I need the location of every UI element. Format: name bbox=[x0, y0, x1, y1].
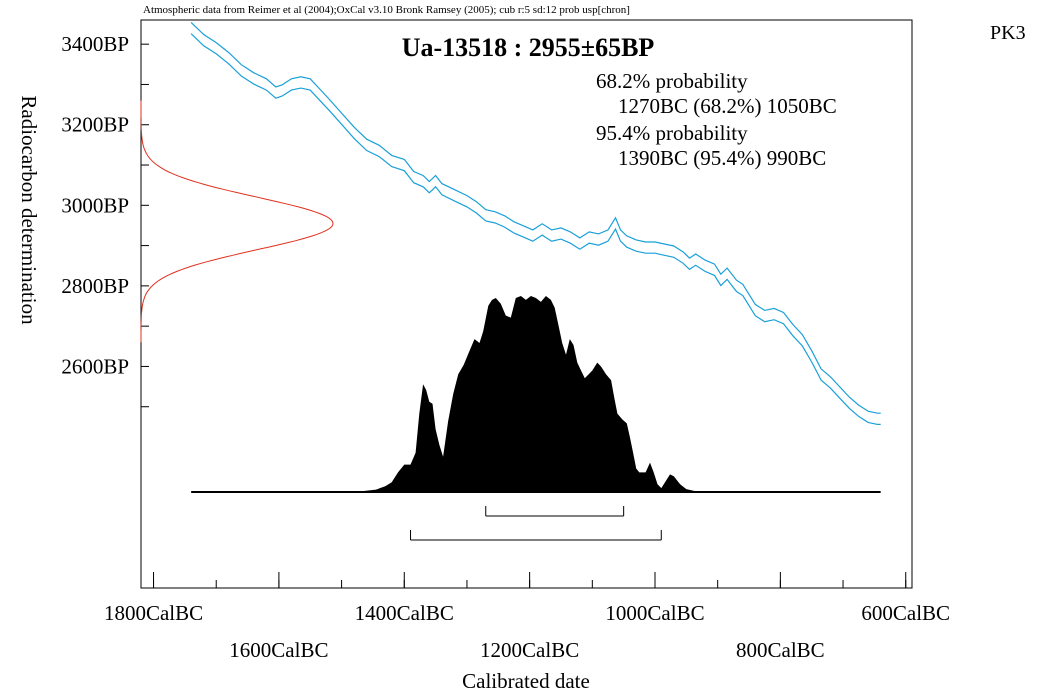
x-axis-label: Calibrated date bbox=[462, 669, 590, 693]
x-tick-label: 600CalBC bbox=[861, 601, 950, 625]
measurement-distribution bbox=[140, 100, 334, 343]
range-bar-68 bbox=[485, 506, 625, 517]
y-tick-label: 3000BP bbox=[61, 193, 129, 217]
calibration-curve-lower bbox=[190, 33, 881, 425]
y-tick-label: 3400BP bbox=[61, 32, 129, 56]
calibrated-distribution bbox=[191, 296, 881, 492]
range-95-text: 1390BC (95.4%) 990BC bbox=[618, 146, 826, 170]
calibration-curve-upper bbox=[190, 21, 881, 414]
x-tick-label: 1200CalBC bbox=[480, 638, 579, 662]
x-axis: 1800CalBC 1600CalBC 1400CalBC 1200CalBC 1000… bbox=[104, 572, 950, 662]
range-bar-95 bbox=[410, 530, 662, 541]
chart-title: Ua-13518 : 2955±65BP bbox=[402, 33, 655, 62]
sample-label: PK3 bbox=[990, 22, 1026, 44]
x-tick-label: 1400CalBC bbox=[355, 601, 454, 625]
y-axis-label: Radiocarbon determination bbox=[17, 95, 41, 325]
range-95-heading: 95.4% probability bbox=[596, 121, 748, 145]
range-68-text: 1270BC (68.2%) 1050BC bbox=[618, 94, 837, 118]
x-tick-label: 1000CalBC bbox=[605, 601, 704, 625]
x-tick-label: 1800CalBC bbox=[104, 601, 203, 625]
range-68-heading: 68.2% probability bbox=[596, 69, 748, 93]
y-tick-label: 3200BP bbox=[61, 113, 129, 137]
x-tick-label: 800CalBC bbox=[736, 638, 825, 662]
y-tick-label: 2800BP bbox=[61, 274, 129, 298]
x-tick-label: 1600CalBC bbox=[229, 638, 328, 662]
y-axis: 3400BP 3200BP 3000BP 2800BP 2600BP bbox=[61, 32, 149, 408]
source-note: Atmospheric data from Reimer et al (2004… bbox=[143, 4, 630, 16]
y-tick-label: 2600BP bbox=[61, 354, 129, 378]
plot-frame bbox=[140, 19, 913, 589]
